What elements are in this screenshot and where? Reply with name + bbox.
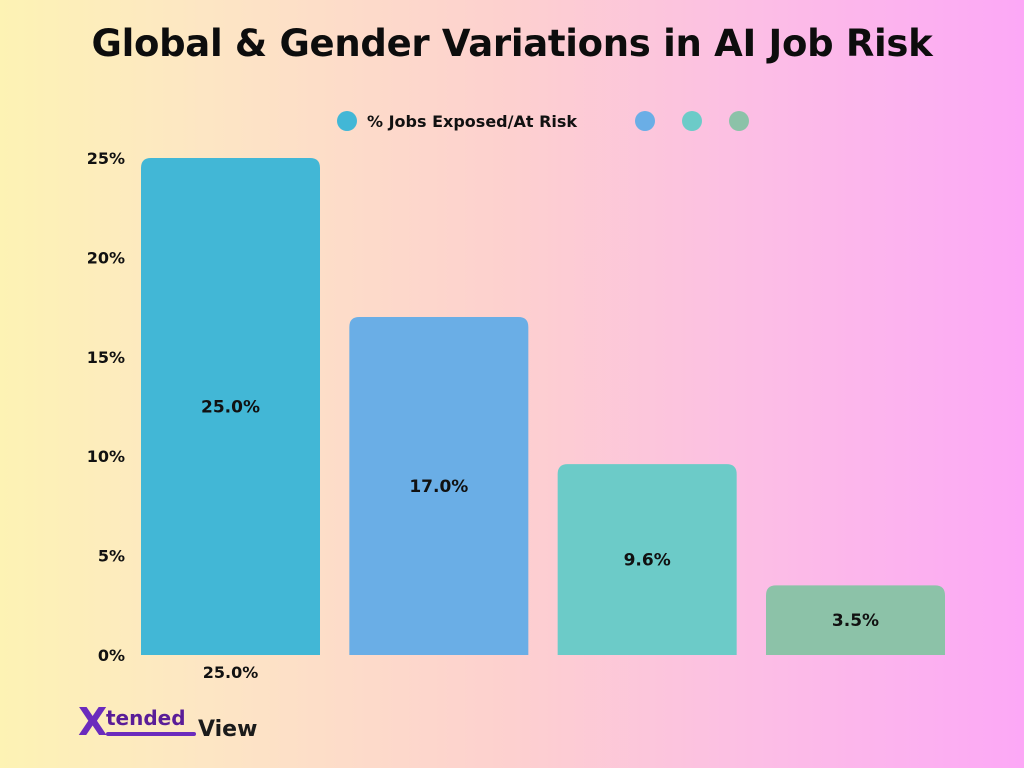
chart-title: Global & Gender Variations in AI Job Ris…: [91, 22, 933, 65]
legend-item-series-3[interactable]: [682, 110, 702, 132]
legend-dot-series-4: [729, 111, 749, 131]
y-tick-label: 10%: [87, 447, 125, 466]
legend-item-jobs-exposed[interactable]: % Jobs Exposed/At Risk: [337, 110, 577, 132]
legend-dot-series-1: [337, 111, 357, 131]
y-tick-label: 20%: [87, 248, 125, 267]
y-tick-label: 15%: [87, 348, 125, 367]
chart-legend: % Jobs Exposed/At Risk: [0, 110, 1024, 132]
legend-item-series-4[interactable]: [729, 110, 749, 132]
y-tick-label: 5%: [98, 547, 125, 566]
logo-tended-text: tended: [106, 706, 186, 730]
bar[interactable]: [141, 158, 320, 655]
y-tick-label: 25%: [87, 149, 125, 168]
bar[interactable]: [766, 585, 945, 655]
bar-value-label: 25.0%: [201, 398, 260, 418]
legend-dot-series-2: [635, 111, 655, 131]
bar-value-label: 17.0%: [409, 477, 468, 497]
logo-x-mark: X: [78, 700, 108, 744]
y-tick-label: 0%: [98, 646, 125, 665]
xtendedview-logo: X tended View: [78, 703, 298, 743]
logo-underline: [106, 732, 196, 736]
x-tick-label: 25.0%: [203, 663, 259, 682]
logo-view-text: View: [198, 717, 258, 742]
legend-item-series-2[interactable]: [635, 110, 655, 132]
bar-value-label: 9.6%: [624, 551, 671, 571]
bar-value-label: 3.5%: [832, 611, 879, 631]
bar[interactable]: [349, 317, 529, 655]
bar[interactable]: [557, 464, 737, 655]
legend-dot-series-3: [682, 111, 702, 131]
legend-label-series-1: % Jobs Exposed/At Risk: [367, 111, 578, 131]
